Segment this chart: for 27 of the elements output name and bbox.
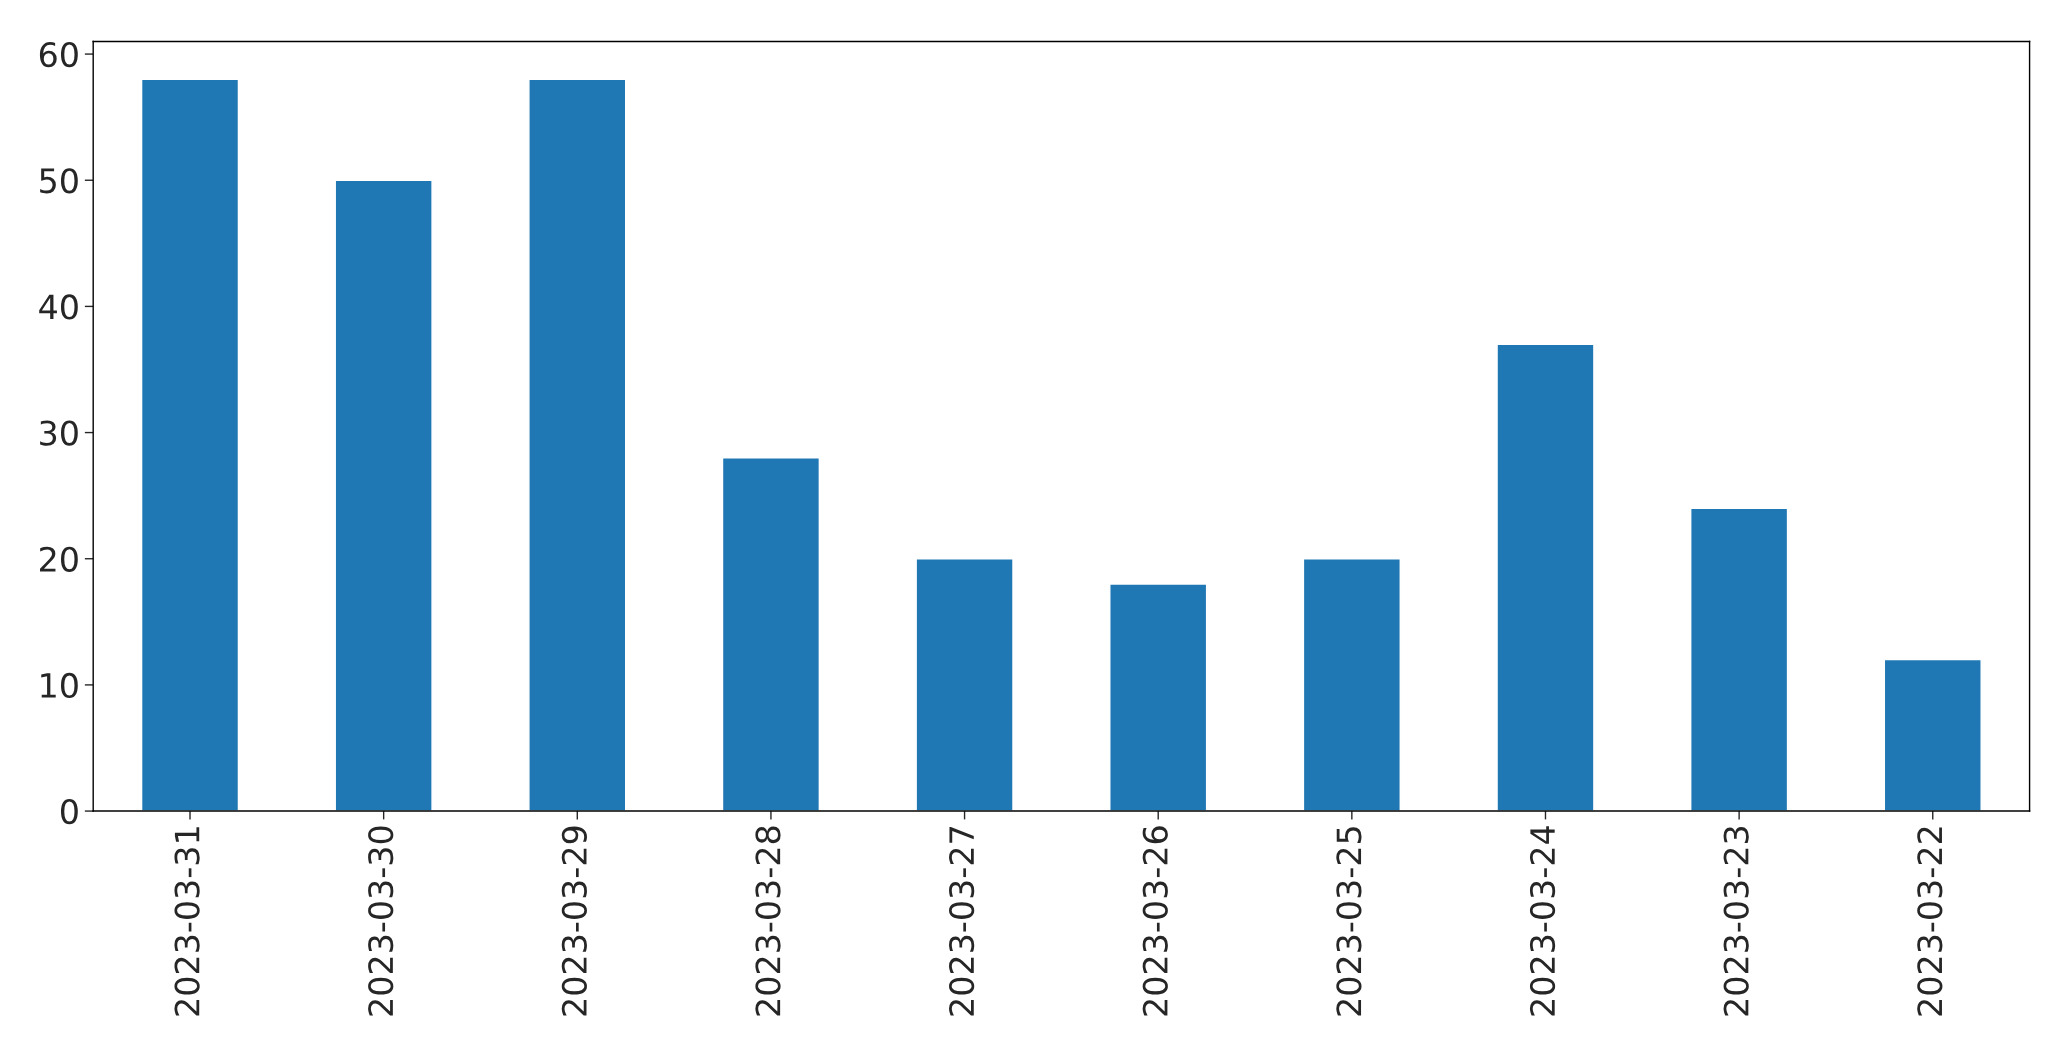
y-tick-label: 0 <box>60 798 78 825</box>
bar <box>528 78 627 812</box>
x-tick-label: 2023-03-25 <box>1336 827 1362 1016</box>
x-tick-label: 2023-03-27 <box>949 827 975 1016</box>
bar <box>1109 583 1208 812</box>
y-tick-label: 40 <box>39 294 78 320</box>
bar <box>334 179 433 812</box>
x-tick-label: 2023-03-31 <box>174 827 200 1016</box>
bar <box>1302 558 1401 812</box>
x-tick-label: 2023-03-24 <box>1529 826 1556 1016</box>
y-tick-label: 30 <box>40 420 78 446</box>
x-tick-label: 2023-03-23 <box>1723 826 1749 1016</box>
bar <box>1690 507 1789 812</box>
bar <box>1496 343 1595 812</box>
y-tick-label: 10 <box>41 672 78 699</box>
x-tick-label: 2023-03-22 <box>1917 827 1943 1016</box>
y-tick-label: 50 <box>40 168 78 194</box>
x-tick-label: 2023-03-26 <box>1142 826 1168 1016</box>
x-tick-label: 2023-03-28 <box>755 826 781 1016</box>
bar <box>915 558 1014 812</box>
bar <box>721 457 821 812</box>
x-tick-label: 2023-03-30 <box>368 826 394 1016</box>
y-tick-label: 60 <box>39 42 78 68</box>
y-tick-label: 20 <box>40 546 78 572</box>
bar <box>1883 658 1982 812</box>
bar <box>140 78 240 812</box>
x-tick-label: 2023-03-29 <box>561 826 587 1016</box>
